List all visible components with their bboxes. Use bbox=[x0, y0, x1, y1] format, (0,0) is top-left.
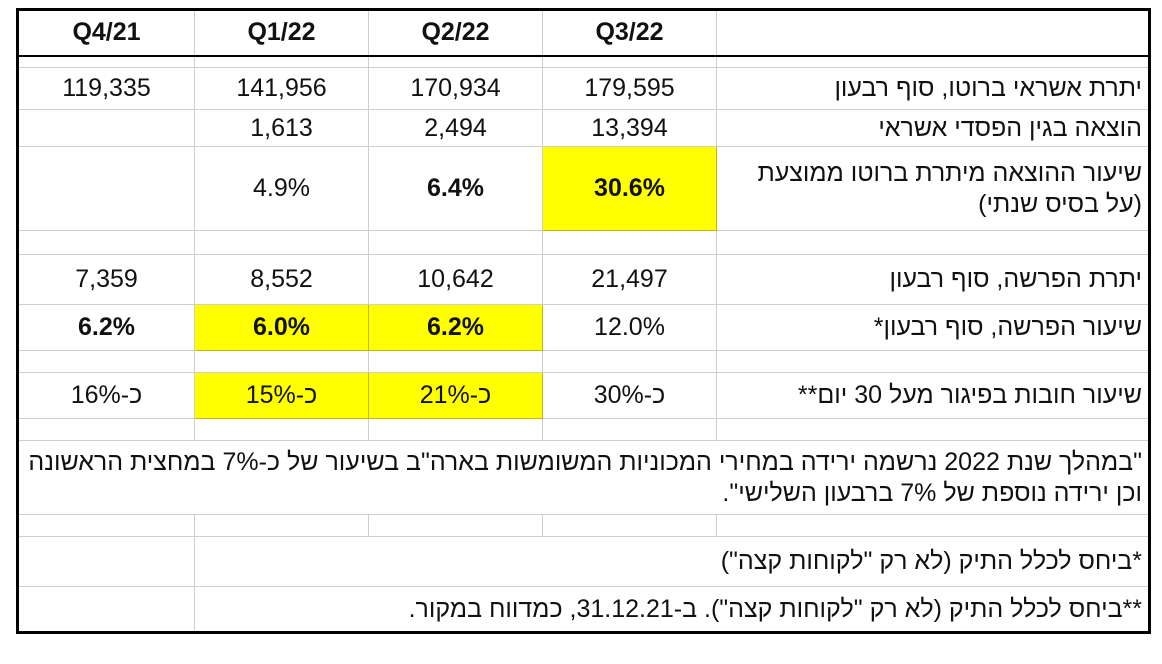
spacer-row bbox=[17, 514, 1150, 537]
header-q1-22: Q1/22 bbox=[194, 9, 369, 57]
loss-expense-label: הוצאה בגין הפסדי אשראי bbox=[716, 109, 1150, 147]
credit-balance-q4-21: 119,335 bbox=[17, 67, 195, 110]
loss-expense-q3-22: 13,394 bbox=[542, 109, 717, 147]
row-delinquency: כ-16% כ-15% כ-21% כ-30% שיעור חובות בפיג… bbox=[17, 372, 1150, 419]
expense-rate-q1-22: 4.9% bbox=[194, 146, 369, 231]
allowance-rate-q4-21: 6.2% bbox=[17, 304, 195, 351]
allowance-rate-label: שיעור הפרשה, סוף רבעון* bbox=[716, 304, 1150, 351]
loss-expense-q4-21 bbox=[17, 109, 195, 147]
spacer-row bbox=[17, 230, 1150, 255]
expense-rate-q4-21 bbox=[17, 146, 195, 231]
allowance-rate-q1-22: 6.0% bbox=[194, 304, 369, 351]
expense-rate-q3-22: 30.6% bbox=[542, 146, 717, 231]
allowance-balance-q4-21: 7,359 bbox=[17, 254, 195, 305]
row-credit-balance: 119,335 141,956 170,934 179,595 יתרת אשר… bbox=[17, 67, 1150, 110]
credit-balance-label: יתרת אשראי ברוטו, סוף רבעון bbox=[716, 67, 1150, 110]
credit-quality-table: Q4/21 Q1/22 Q2/22 Q3/22 119,335 141,956 … bbox=[16, 8, 1151, 634]
header-label bbox=[716, 9, 1150, 57]
loss-expense-q1-22: 1,613 bbox=[194, 109, 369, 147]
spacer-row bbox=[17, 418, 1150, 441]
allowance-balance-q2-22: 10,642 bbox=[368, 254, 543, 305]
row-quote: "במהלך שנת 2022 נרשמה ירידה במחירי המכונ… bbox=[17, 440, 1150, 515]
spacer-row bbox=[17, 55, 1150, 68]
allowance-balance-label: יתרת הפרשה, סוף רבעון bbox=[716, 254, 1150, 305]
row-footnote-2: **ביחס לכלל התיק (לא רק "לקוחות קצה"). ב… bbox=[17, 586, 1150, 633]
expense-rate-label: שיעור ההוצאה מיתרת ברוטו ממוצעת (על בסיס… bbox=[716, 146, 1150, 231]
allowance-rate-q3-22: 12.0% bbox=[542, 304, 717, 351]
delinquency-label: שיעור חובות בפיגור מעל 30 יום** bbox=[716, 372, 1150, 419]
header-q3-22: Q3/22 bbox=[542, 9, 717, 57]
credit-balance-q2-22: 170,934 bbox=[368, 67, 543, 110]
delinquency-q3-22: כ-30% bbox=[542, 372, 717, 419]
header-row: Q4/21 Q1/22 Q2/22 Q3/22 bbox=[17, 9, 1150, 57]
loss-expense-q2-22: 2,494 bbox=[368, 109, 543, 147]
spacer-row bbox=[17, 350, 1150, 373]
credit-balance-q1-22: 141,956 bbox=[194, 67, 369, 110]
allowance-balance-q3-22: 21,497 bbox=[542, 254, 717, 305]
header-q2-22: Q2/22 bbox=[368, 9, 543, 57]
row-footnote-1: *ביחס לכלל התיק (לא רק "לקוחות קצה") bbox=[17, 536, 1150, 587]
credit-balance-q3-22: 179,595 bbox=[542, 67, 717, 110]
footnote-2: **ביחס לכלל התיק (לא רק "לקוחות קצה"). ב… bbox=[194, 586, 1150, 633]
allowance-balance-q1-22: 8,552 bbox=[194, 254, 369, 305]
delinquency-q2-22: כ-21% bbox=[368, 372, 543, 419]
footnote-1: *ביחס לכלל התיק (לא רק "לקוחות קצה") bbox=[194, 536, 1150, 587]
row-allowance-rate: 6.2% 6.0% 6.2% 12.0% שיעור הפרשה, סוף רב… bbox=[17, 304, 1150, 351]
row-allowance-balance: 7,359 8,552 10,642 21,497 יתרת הפרשה, סו… bbox=[17, 254, 1150, 305]
used-car-price-quote: "במהלך שנת 2022 נרשמה ירידה במחירי המכונ… bbox=[17, 440, 1150, 515]
delinquency-q1-22: כ-15% bbox=[194, 372, 369, 419]
row-loss-expense: 1,613 2,494 13,394 הוצאה בגין הפסדי אשרא… bbox=[17, 109, 1150, 147]
credit-table-container: Q4/21 Q1/22 Q2/22 Q3/22 119,335 141,956 … bbox=[16, 8, 1151, 634]
header-q4-21: Q4/21 bbox=[17, 9, 195, 57]
allowance-rate-q2-22: 6.2% bbox=[368, 304, 543, 351]
row-expense-rate: 4.9% 6.4% 30.6% שיעור ההוצאה מיתרת ברוטו… bbox=[17, 146, 1150, 231]
delinquency-q4-21: כ-16% bbox=[17, 372, 195, 419]
expense-rate-q2-22: 6.4% bbox=[368, 146, 543, 231]
